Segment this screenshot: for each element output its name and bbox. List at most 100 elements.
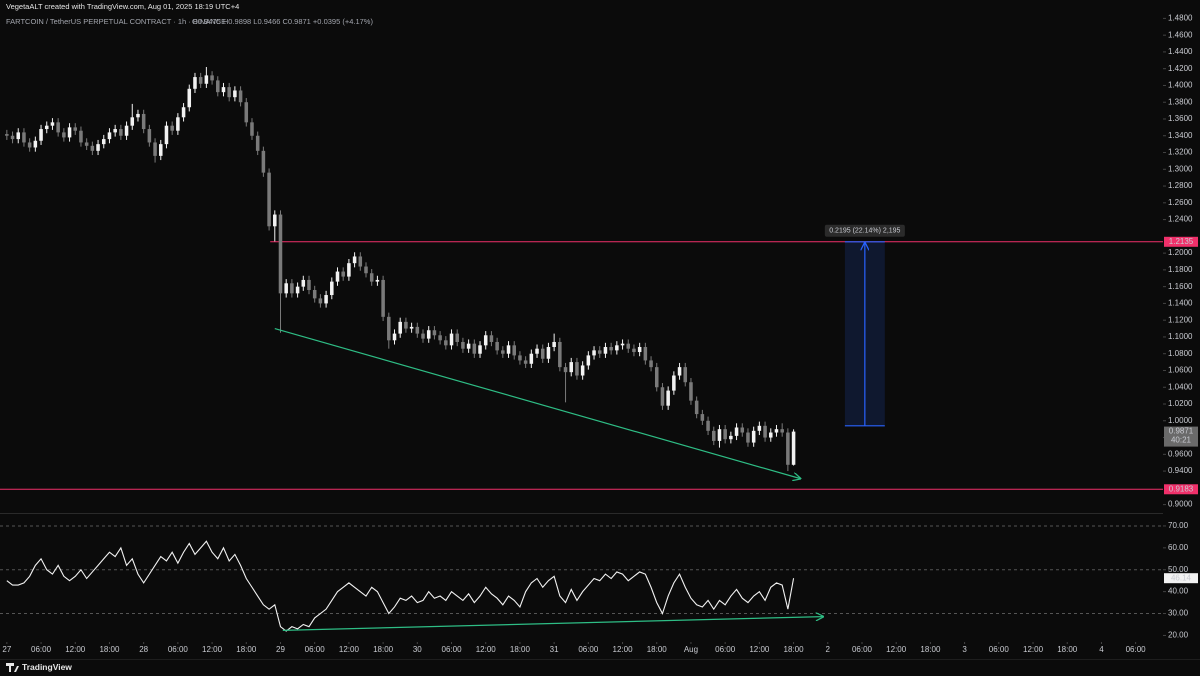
y-tick-label: 1.3000 — [1168, 164, 1193, 173]
y-tick-label: 1.4000 — [1168, 81, 1193, 90]
trend-line — [274, 327, 801, 479]
candle-body — [250, 122, 254, 136]
y-tick-label: 50.00 — [1168, 565, 1189, 574]
candle-body — [153, 142, 157, 156]
candle-body — [757, 425, 762, 431]
candle-body — [33, 140, 38, 148]
candle-body — [84, 142, 89, 146]
candle-body — [330, 281, 334, 296]
candle-body — [130, 117, 135, 126]
candle-body — [198, 77, 203, 84]
y-tick-label: 1.3600 — [1168, 114, 1193, 123]
y-tick-label: 1.3200 — [1168, 148, 1193, 157]
x-tick-label: 12:00 — [65, 645, 86, 654]
x-tick-label: 18:00 — [1057, 645, 1078, 654]
candle-body — [649, 360, 653, 368]
candle-body — [101, 139, 106, 145]
candle-body — [603, 347, 608, 354]
y-tick-label: 1.2600 — [1168, 198, 1193, 207]
candle-body — [290, 283, 294, 294]
x-tick-label: 12:00 — [749, 645, 770, 654]
y-tick-label: 1.1400 — [1168, 299, 1193, 308]
candle-body — [683, 367, 688, 383]
y-tick-label: 1.4400 — [1168, 47, 1193, 56]
candle-body — [107, 132, 112, 140]
x-tick-label: 06:00 — [1126, 645, 1147, 654]
candle-body — [677, 367, 682, 376]
candle-body — [176, 117, 180, 131]
candle-body — [609, 347, 613, 351]
x-tick-label: 4 — [1099, 645, 1104, 654]
candle-body — [700, 414, 705, 421]
symbol: FARTCOIN / TetherUS PERPETUAL CONTRACT ·… — [6, 17, 226, 26]
candle-body — [506, 345, 511, 354]
y-tick-label: 1.1800 — [1168, 265, 1193, 274]
x-tick-label: 12:00 — [202, 645, 223, 654]
candle-body — [694, 400, 699, 415]
candle-body — [27, 142, 32, 148]
candle-body — [44, 125, 49, 130]
current-price-label: 0.9871 — [1169, 427, 1194, 436]
rsi-pane — [0, 525, 1163, 632]
candle-body — [626, 343, 631, 349]
y-tick-label: 1.0000 — [1168, 416, 1193, 425]
candle-body — [615, 345, 619, 351]
candle-body — [301, 279, 306, 287]
candle-body — [489, 335, 494, 342]
candle-body — [324, 295, 328, 304]
candle-body — [455, 333, 459, 342]
candle-body — [67, 127, 72, 138]
measure-label-bg — [824, 224, 905, 237]
candle-body — [666, 390, 670, 406]
y-tick-label: 0.9000 — [1168, 500, 1193, 509]
y-tick-label: 1.0400 — [1168, 382, 1193, 391]
countdown: 40:21 — [1171, 436, 1192, 445]
candle-body — [592, 350, 596, 356]
measure-label: 0.2195 (22.14%) 2,195 — [829, 228, 900, 235]
candle-body — [660, 387, 665, 406]
y-tick-label: 70.00 — [1168, 521, 1189, 530]
candle-body — [90, 145, 95, 151]
y-tick-label: 1.4200 — [1168, 64, 1193, 73]
price-tag — [1164, 236, 1198, 247]
price-tag-label: 1.2135 — [1169, 237, 1194, 246]
candle-body — [193, 77, 197, 89]
candle-body — [643, 347, 648, 361]
candle-body — [96, 144, 100, 151]
y-tick-label: 1.0200 — [1168, 399, 1193, 408]
candle-body — [341, 271, 345, 277]
candle-body — [187, 88, 192, 108]
trend-line — [282, 617, 823, 631]
ohlc: O0.9475 H0.9898 L0.9466 C0.9871 +0.0395 … — [192, 17, 373, 26]
x-tick-label: 06:00 — [442, 645, 463, 654]
x-tick-label: 06:00 — [715, 645, 736, 654]
candle-body — [221, 87, 226, 93]
candle-body — [181, 107, 186, 118]
y-tick-label: 1.0600 — [1168, 366, 1193, 375]
x-tick-label: 18:00 — [373, 645, 394, 654]
y-tick-label: 40.00 — [1168, 587, 1189, 596]
candle-body — [267, 172, 271, 227]
x-tick-label: 30 — [413, 645, 422, 654]
candle-body — [421, 333, 425, 339]
x-tick-label: 18:00 — [99, 645, 120, 654]
candle-body — [706, 420, 710, 431]
price-tag-label: 0.9183 — [1169, 484, 1194, 493]
candle-body — [478, 345, 482, 354]
rsi-tag — [1164, 573, 1198, 584]
y-tick-label: 20.00 — [1168, 631, 1189, 640]
candle-body — [10, 135, 15, 140]
candle-body — [734, 427, 739, 436]
candle-body — [620, 343, 625, 346]
candle-body — [637, 347, 642, 353]
candle-body — [552, 341, 556, 348]
x-tick-label: 12:00 — [613, 645, 634, 654]
candle-body — [164, 125, 169, 145]
x-tick-label: 18:00 — [236, 645, 257, 654]
candle-body — [569, 362, 574, 373]
y-tick-label: 1.3800 — [1168, 97, 1193, 106]
price-tag — [1164, 484, 1198, 495]
candle-body — [261, 150, 266, 173]
candle-body — [597, 350, 602, 354]
candle-body — [529, 353, 534, 364]
